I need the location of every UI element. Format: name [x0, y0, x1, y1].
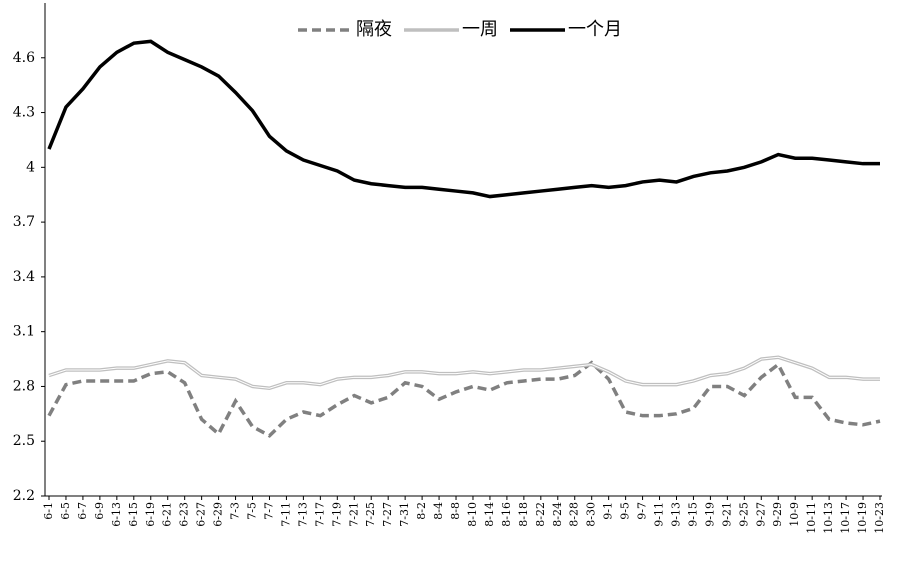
x-tick-label: 6-29 [212, 502, 225, 527]
x-tick-label: 10-19 [856, 502, 869, 534]
x-tick-label: 9-5 [619, 502, 632, 520]
x-tick-label: 9-29 [771, 502, 784, 527]
x-tick-label: 7-11 [279, 502, 292, 527]
legend-label: 隔夜 [356, 19, 392, 40]
x-tick-label: 8-28 [568, 502, 581, 527]
y-tick-label: 2.2 [13, 488, 35, 504]
x-tick-label: 8-24 [551, 502, 564, 527]
x-tick-label: 8-18 [517, 502, 530, 527]
x-tick-label: 6-27 [195, 502, 208, 527]
y-tick-label: 4 [26, 159, 35, 175]
x-tick-label: 9-27 [754, 502, 767, 527]
x-tick-label: 6-1 [42, 502, 55, 520]
x-tick-label: 6-19 [144, 502, 157, 527]
x-tick-label: 10-17 [839, 502, 852, 534]
x-tick-label: 8-14 [483, 502, 496, 527]
x-tick-label: 8-10 [466, 502, 479, 527]
x-tick-label: 8-22 [534, 502, 547, 527]
legend: 隔夜 一周 一个月 [298, 19, 622, 40]
x-tick-label: 8-2 [415, 502, 428, 520]
x-tick-label: 8-8 [449, 502, 462, 520]
x-tick-label: 6-15 [127, 502, 140, 527]
legend-label: 一周 [462, 19, 498, 40]
x-tick-label: 6-23 [178, 502, 191, 527]
x-tick-label: 6-13 [110, 502, 123, 527]
x-tick-label: 9-15 [686, 502, 699, 527]
x-tick-label: 9-7 [636, 502, 649, 520]
x-tick-label: 6-5 [59, 502, 72, 520]
x-tick-label: 9-25 [737, 502, 750, 527]
y-tick-label: 4.3 [13, 105, 35, 121]
x-tick-label: 9-11 [653, 502, 666, 527]
x-tick-label: 6-21 [161, 502, 174, 527]
x-tick-label: 6-9 [93, 502, 106, 520]
series-line [47, 360, 881, 438]
x-tick-label: 9-21 [720, 502, 733, 527]
x-tick-label: 8-4 [432, 502, 445, 520]
x-tick-label: 7-19 [330, 502, 343, 527]
x-tick-label: 7-21 [347, 502, 360, 527]
y-tick-label: 3.7 [13, 214, 35, 230]
x-tick-label: 10-9 [788, 502, 801, 527]
x-tick-label: 10-11 [805, 502, 818, 534]
x-tick-label: 8-16 [500, 502, 513, 527]
y-tick-label: 4.6 [13, 50, 35, 66]
x-tick-label: 9-13 [669, 502, 682, 527]
x-tick-label: 7-3 [229, 502, 242, 520]
x-tick-label: 7-17 [313, 502, 326, 527]
x-tick-label: 9-1 [602, 502, 615, 520]
x-tick-label: 7-13 [296, 502, 309, 527]
legend-label: 一个月 [568, 19, 622, 40]
y-tick-label: 2.5 [13, 433, 35, 449]
x-tick-label: 10-23 [873, 502, 886, 534]
x-tick-label: 7-7 [262, 502, 275, 520]
y-tick-label: 2.8 [13, 378, 35, 394]
x-tick-label: 7-31 [398, 502, 411, 527]
x-tick-label: 7-25 [364, 502, 377, 527]
x-tick-label: 6-7 [76, 502, 89, 520]
x-tick-label: 7-27 [381, 502, 394, 527]
series-line [47, 39, 880, 199]
y-tick-label: 3.1 [13, 324, 35, 340]
x-tick-label: 7-5 [246, 502, 259, 520]
series-line-core [48, 356, 880, 389]
x-tick-label: 10-13 [822, 502, 835, 534]
x-tick-label: 8-30 [585, 502, 598, 527]
x-tick-label: 9-19 [703, 502, 716, 527]
y-tick-label: 3.4 [13, 269, 35, 285]
